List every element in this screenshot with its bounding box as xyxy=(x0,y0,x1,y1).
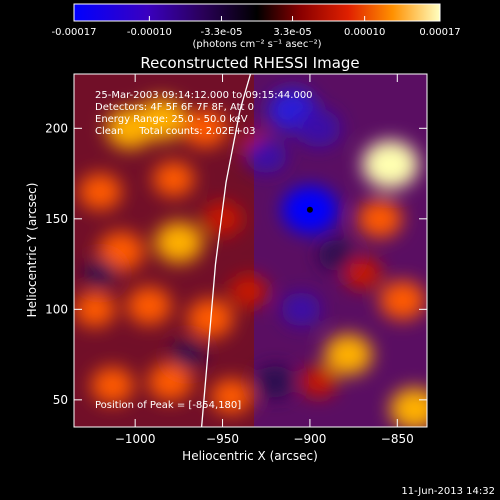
hot-spot xyxy=(324,334,373,376)
peak-position-label: Position of Peak = [-854,180] xyxy=(95,400,241,411)
heatmap-area xyxy=(74,74,427,427)
x-tick-label: −1000 xyxy=(115,432,156,446)
cold-spot xyxy=(171,340,205,369)
x-tick-label: −850 xyxy=(381,432,414,446)
solar-limb-curve xyxy=(200,74,252,427)
hot-spot xyxy=(126,286,172,325)
hot-spot xyxy=(182,109,228,148)
hot-spot xyxy=(390,387,427,427)
y-tick-label: 200 xyxy=(45,121,68,135)
hot-spot xyxy=(300,366,337,398)
colorbar-ticks: -0.00017 -0.00010 -3.3e-05 3.3e-05 0.00010 0.… xyxy=(52,16,461,38)
y-axis-label: Heliocentric Y (arcsec) xyxy=(25,183,39,318)
x-axis-label: Heliocentric X (arcsec) xyxy=(182,449,318,463)
colorbar-tick-label: -3.3e-05 xyxy=(200,27,242,38)
colorbar-tick-label: 0.00017 xyxy=(419,27,460,38)
hot-spot xyxy=(147,362,193,401)
annotation-detectors: Detectors: 4F 5F 6F 7F 8F, Att 0 xyxy=(95,102,254,113)
cold-spot xyxy=(83,259,117,288)
hot-spot xyxy=(74,291,116,327)
colorbar-tick-label: 0.00010 xyxy=(344,27,385,38)
annotation-time-range: 25-Mar-2003 09:14:12.000 to 09:15:44.000 xyxy=(95,90,313,101)
colorbar-tick-label: -0.00010 xyxy=(127,27,172,38)
cold-spot xyxy=(318,239,355,271)
y-tick-label: 150 xyxy=(45,212,68,226)
hot-spot xyxy=(362,140,419,189)
cold-spot xyxy=(256,365,294,398)
colorbar-tick-label: 3.3e-05 xyxy=(273,27,311,38)
hot-spot xyxy=(229,274,268,308)
annotation-energy-range: Energy Range: 25.0 - 50.0 keV xyxy=(95,114,248,125)
hot-spot xyxy=(98,231,145,272)
hot-spot xyxy=(210,378,252,414)
colorbar xyxy=(73,3,441,22)
cold-spot xyxy=(296,109,341,148)
hot-spot xyxy=(357,199,403,238)
y-tick-label: 100 xyxy=(45,302,68,316)
hot-spot xyxy=(136,98,187,141)
colorbar-tick-label: -0.00017 xyxy=(52,27,97,38)
axis-ticks: −1000 −950 −900 −850 50 100 150 200 xyxy=(45,74,427,446)
hot-spot xyxy=(91,367,134,404)
x-tick-label: −950 xyxy=(206,432,239,446)
hot-spot xyxy=(78,173,122,211)
hot-spot xyxy=(153,161,195,197)
cold-spot xyxy=(245,137,287,174)
hot-spot xyxy=(343,256,382,290)
plot-frame xyxy=(73,73,428,428)
peak-marker-dot xyxy=(306,206,313,213)
footer-date: 11-Jun-2013 14:32 xyxy=(401,486,495,497)
hot-spot xyxy=(379,280,426,321)
hot-spot xyxy=(202,201,243,236)
colorbar-units-label: (photons cm⁻² s⁻¹ asec⁻²) xyxy=(192,39,321,50)
chart-title: Reconstructed RHESSI Image xyxy=(140,54,359,72)
annotation-total-counts: Clean Total counts: 2.02E+03 xyxy=(95,126,255,137)
hot-spot xyxy=(154,221,203,263)
x-tick-label: −900 xyxy=(293,432,326,446)
cold-spot xyxy=(281,292,321,327)
y-tick-label: 50 xyxy=(53,393,68,407)
